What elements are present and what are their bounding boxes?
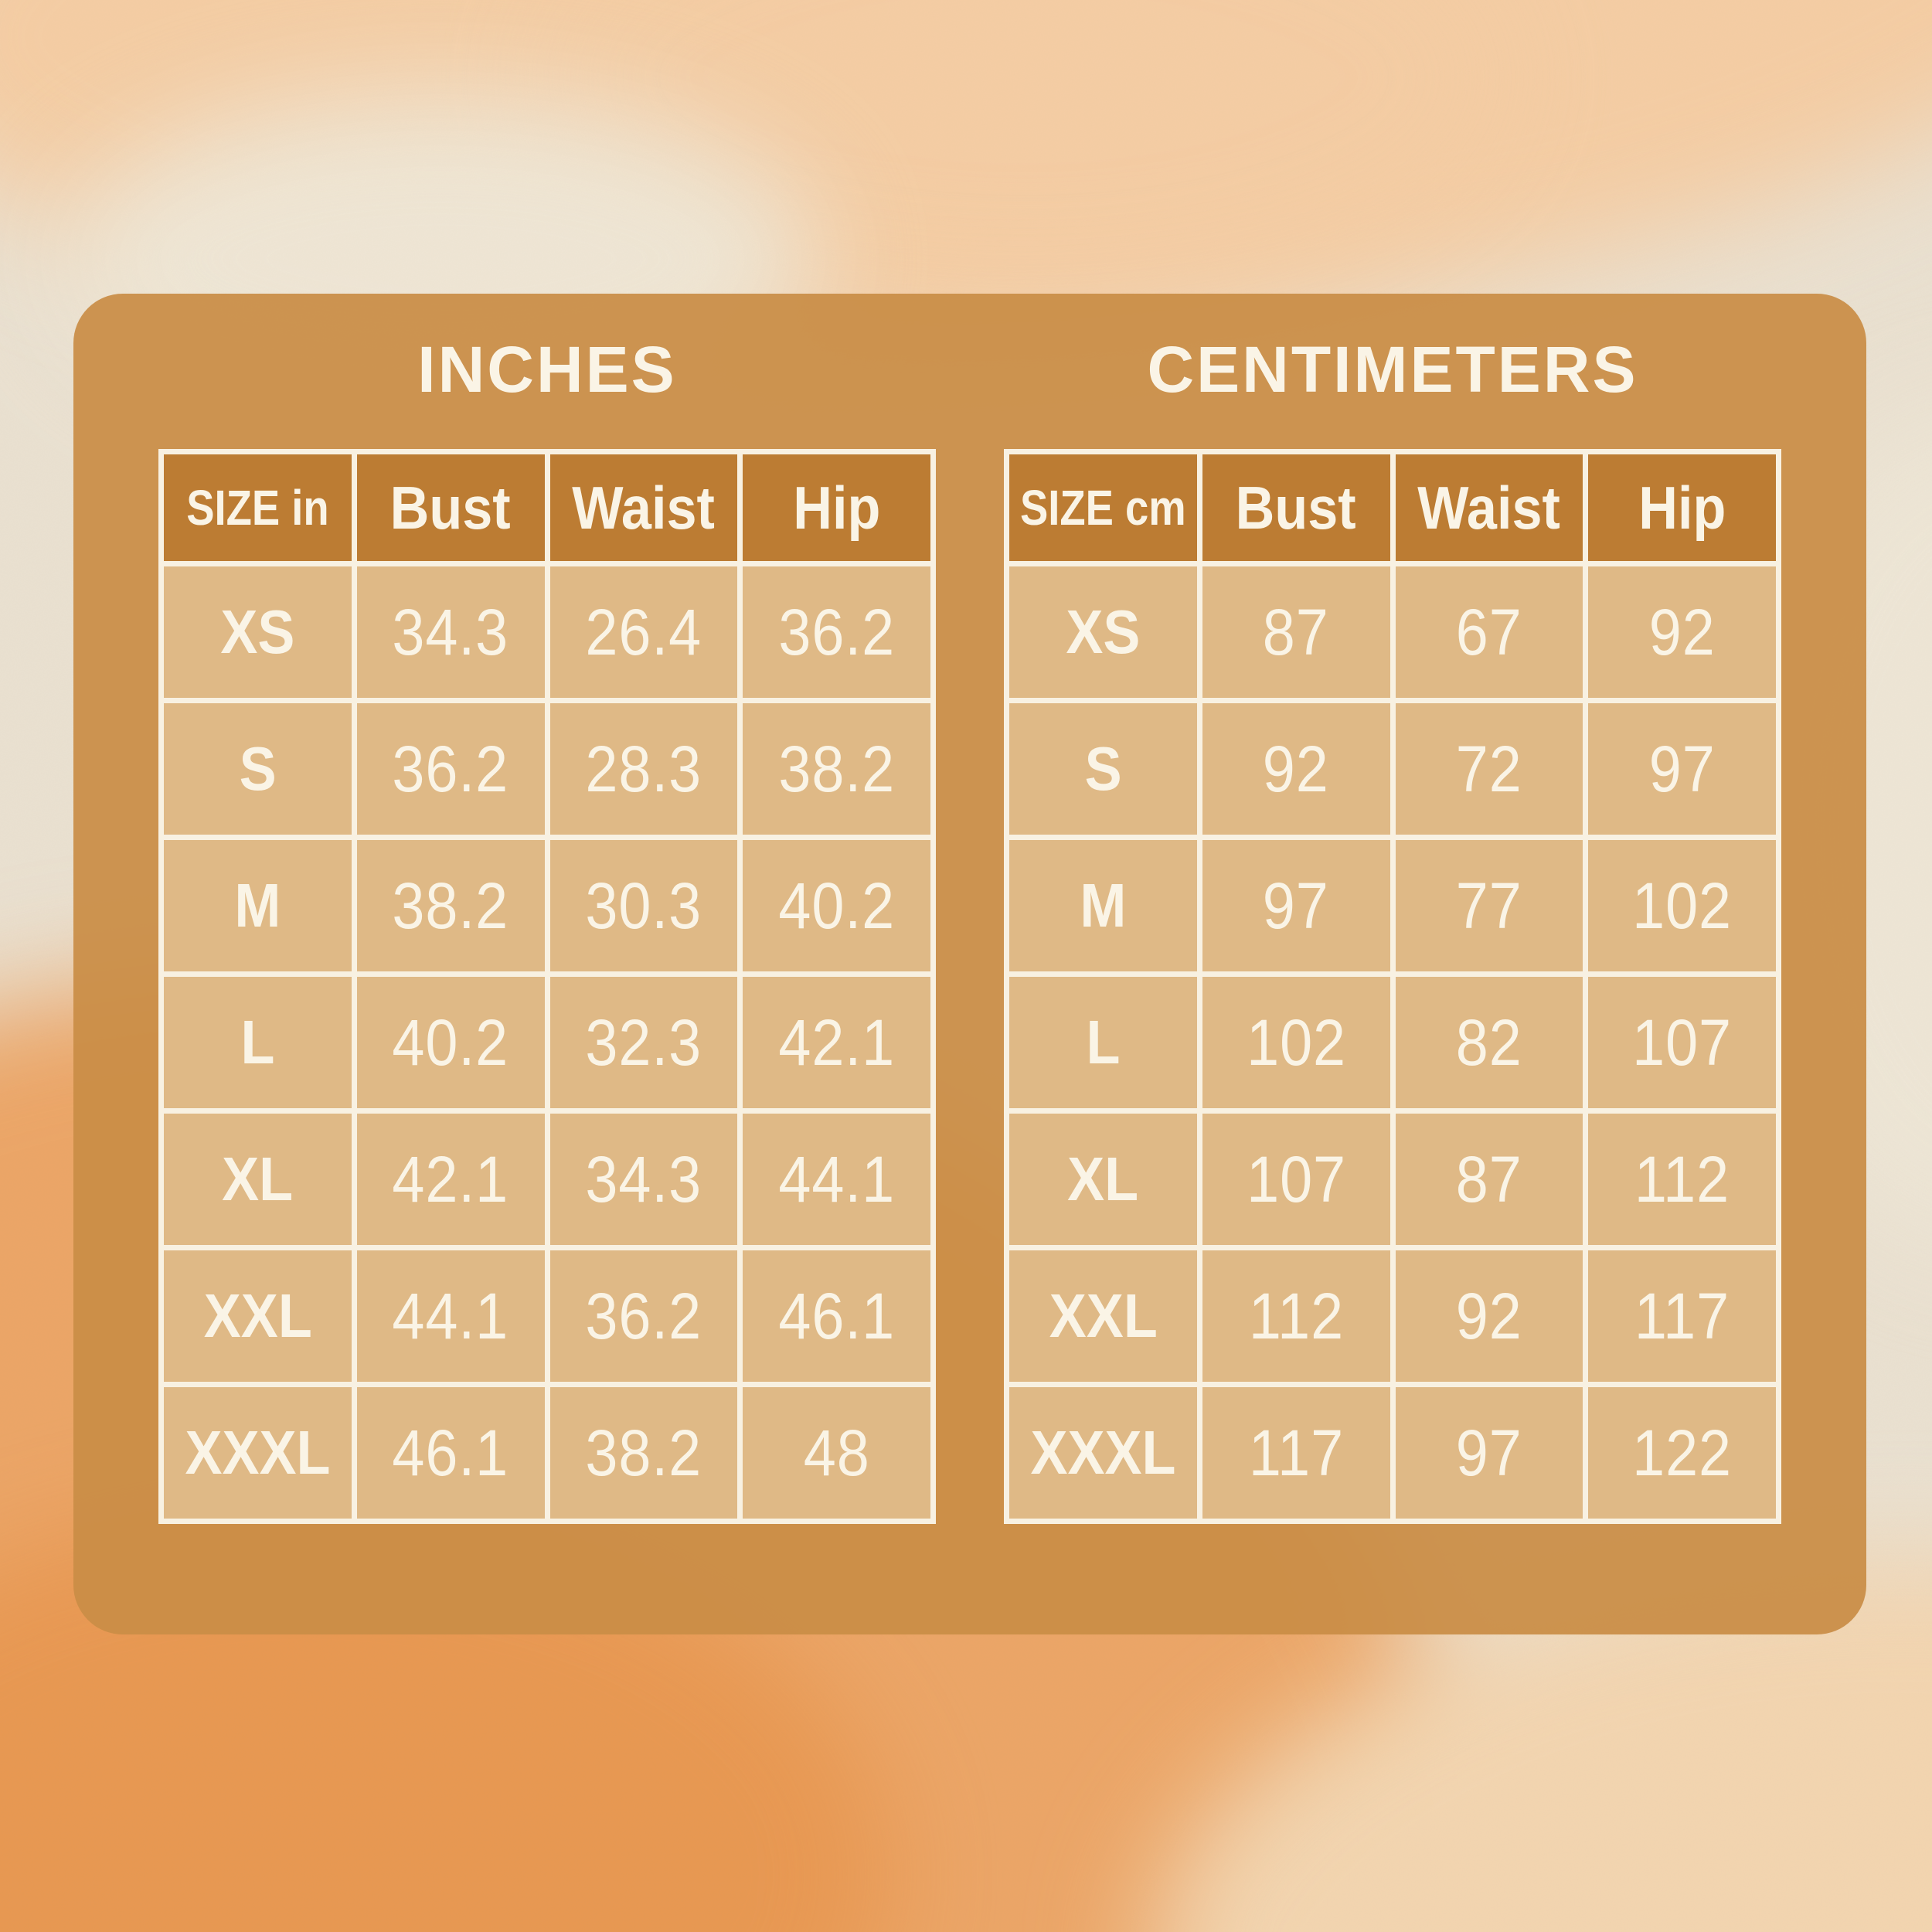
value-cell: 117: [1202, 1387, 1390, 1519]
value-cell: 97: [1202, 840, 1390, 971]
value-cell: 87: [1395, 1114, 1583, 1245]
header-cell-hip: Hip: [1588, 454, 1776, 561]
value-cell: 26.4: [549, 566, 738, 698]
value-cell: 112: [1588, 1114, 1776, 1245]
value-cell: 82: [1395, 977, 1583, 1108]
header-cell-size: SIZE in: [164, 454, 352, 561]
value-cell: 46.1: [356, 1387, 545, 1519]
size-chart-card: INCHES SIZE in Bust Waist Hip XS 34.3 26…: [73, 294, 1866, 1634]
header-cell-hip: Hip: [743, 454, 930, 561]
value-cell: 40.2: [356, 977, 545, 1108]
value-cell: 36.2: [549, 1250, 738, 1382]
size-cell: L: [1009, 977, 1197, 1108]
value-cell: 102: [1202, 977, 1390, 1108]
inches-table: SIZE in Bust Waist Hip XS 34.3 26.4 36.2…: [158, 449, 936, 1524]
value-cell: 97: [1395, 1387, 1583, 1519]
value-cell: 36.2: [356, 703, 545, 835]
size-cell: XS: [164, 566, 352, 698]
centimeters-table: SIZE cm Bust Waist Hip XS 87 67 92 S 92 …: [1004, 449, 1781, 1524]
value-cell: 97: [1588, 703, 1776, 835]
value-cell: 38.2: [549, 1387, 738, 1519]
value-cell: 34.3: [356, 566, 545, 698]
value-cell: 87: [1202, 566, 1390, 698]
value-cell: 117: [1588, 1250, 1776, 1382]
value-cell: 122: [1588, 1387, 1776, 1519]
header-cell-waist: Waist: [1395, 454, 1583, 561]
value-cell: 77: [1395, 840, 1583, 971]
value-cell: 67: [1395, 566, 1583, 698]
value-cell: 36.2: [743, 566, 930, 698]
value-cell: 42.1: [743, 977, 930, 1108]
value-cell: 42.1: [356, 1114, 545, 1245]
value-cell: 107: [1202, 1114, 1390, 1245]
value-cell: 92: [1202, 703, 1390, 835]
value-cell: 40.2: [743, 840, 930, 971]
value-cell: 28.3: [549, 703, 738, 835]
value-cell: 107: [1588, 977, 1776, 1108]
value-cell: 34.3: [549, 1114, 738, 1245]
value-cell: 48: [743, 1387, 930, 1519]
header-cell-bust: Bust: [1202, 454, 1390, 561]
value-cell: 38.2: [743, 703, 930, 835]
value-cell: 30.3: [549, 840, 738, 971]
size-cell: XXL: [1009, 1250, 1197, 1382]
size-cell: XXXL: [164, 1387, 352, 1519]
size-cell: XXL: [164, 1250, 352, 1382]
header-cell-waist: Waist: [549, 454, 738, 561]
inches-panel: INCHES SIZE in Bust Waist Hip XS 34.3 26…: [158, 333, 936, 1634]
value-cell: 72: [1395, 703, 1583, 835]
value-cell: 44.1: [356, 1250, 545, 1382]
size-cell: L: [164, 977, 352, 1108]
value-cell: 38.2: [356, 840, 545, 971]
size-cell: M: [164, 840, 352, 971]
size-cell: XL: [1009, 1114, 1197, 1245]
value-cell: 102: [1588, 840, 1776, 971]
value-cell: 92: [1395, 1250, 1583, 1382]
size-cell: M: [1009, 840, 1197, 971]
header-cell-size: SIZE cm: [1009, 454, 1197, 561]
header-cell-bust: Bust: [356, 454, 545, 561]
inches-panel-title: INCHES: [417, 333, 677, 406]
centimeters-panel: CENTIMETERS SIZE cm Bust Waist Hip XS 87…: [1004, 333, 1781, 1634]
value-cell: 32.3: [549, 977, 738, 1108]
size-cell: S: [164, 703, 352, 835]
value-cell: 92: [1588, 566, 1776, 698]
value-cell: 112: [1202, 1250, 1390, 1382]
value-cell: 44.1: [743, 1114, 930, 1245]
centimeters-panel-title: CENTIMETERS: [1147, 333, 1638, 406]
size-cell: XXXL: [1009, 1387, 1197, 1519]
size-cell: XL: [164, 1114, 352, 1245]
size-cell: XS: [1009, 566, 1197, 698]
size-cell: S: [1009, 703, 1197, 835]
value-cell: 46.1: [743, 1250, 930, 1382]
